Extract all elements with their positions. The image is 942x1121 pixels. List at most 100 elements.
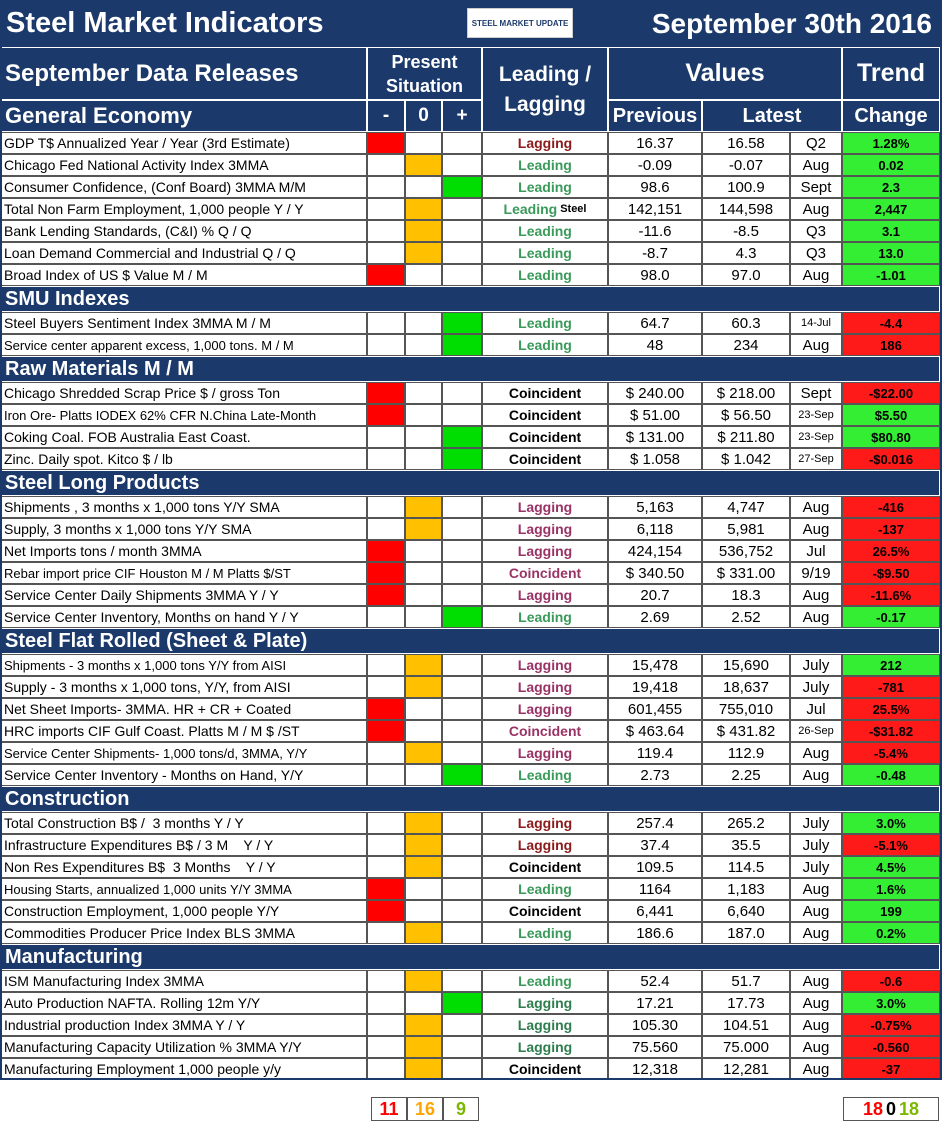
indicator: Coincident — [482, 382, 608, 404]
indicator: Leading — [482, 970, 608, 992]
row-label: Net Imports tons / month 3MMA — [0, 540, 367, 562]
trend-count: 18 — [862, 1098, 883, 1119]
situation-cell — [367, 404, 405, 426]
count-box: 16 — [407, 1097, 443, 1121]
indicator-text: Leading — [518, 267, 572, 283]
previous-value: 64.7 — [608, 312, 702, 334]
period: July — [790, 834, 842, 856]
situation-cell — [367, 154, 405, 176]
situation-cell — [442, 878, 482, 900]
previous-value: 5,163 — [608, 496, 702, 518]
situation-cell — [442, 426, 482, 448]
indicator: Lagging — [482, 496, 608, 518]
period: Aug — [790, 922, 842, 944]
indicator: Leading — [482, 312, 608, 334]
indicator: Lagging — [482, 1036, 608, 1058]
previous-value: 424,154 — [608, 540, 702, 562]
previous-value: 6,441 — [608, 900, 702, 922]
indicator-text: Lagging — [517, 837, 573, 853]
indicator-text: Leading — [518, 157, 572, 173]
latest-value: 104.51 — [702, 1014, 790, 1036]
previous-value: 142,151 — [608, 198, 702, 220]
situation-cell — [405, 220, 442, 242]
situation-cell — [367, 312, 405, 334]
situation-cell — [405, 198, 442, 220]
change-value: -5.1% — [842, 834, 940, 856]
latest-value: 1,183 — [702, 878, 790, 900]
situation-cell — [367, 198, 405, 220]
situation-cell — [405, 970, 442, 992]
situation-cell — [367, 676, 405, 698]
period: 23-Sep — [790, 426, 842, 448]
period: 14-Jul — [790, 312, 842, 334]
row-label: Shipments - 3 months x 1,000 tons Y/Y fr… — [0, 654, 367, 676]
indicator-text: Coincident — [508, 429, 582, 445]
latest-value: 144,598 — [702, 198, 790, 220]
latest-value: $ 218.00 — [702, 382, 790, 404]
period: Aug — [790, 1014, 842, 1036]
latest-value: 4.3 — [702, 242, 790, 264]
latest-value: 112.9 — [702, 742, 790, 764]
indicator-text: Leading — [518, 767, 572, 783]
indicator-text: Lagging — [517, 657, 573, 673]
situation-cell — [367, 426, 405, 448]
situation-cell — [442, 856, 482, 878]
indicator-text: Lagging — [517, 587, 573, 603]
change-value: 25.5% — [842, 698, 940, 720]
period: Aug — [790, 606, 842, 628]
situation-cell — [367, 496, 405, 518]
indicator-text: Lagging — [517, 521, 573, 537]
row-label: Consumer Confidence, (Conf Board) 3MMA M… — [0, 176, 367, 198]
indicator: Leading — [482, 764, 608, 786]
change-value: -$9.50 — [842, 562, 940, 584]
indicator-text: Leading — [518, 973, 572, 989]
row-label: Construction Employment, 1,000 people Y/… — [0, 900, 367, 922]
previous-value: 52.4 — [608, 970, 702, 992]
situation-cell — [367, 1014, 405, 1036]
latest-value: 16.58 — [702, 132, 790, 154]
row-label: Infrastructure Expenditures B$ / 3 M Y /… — [0, 834, 367, 856]
change-value: 3.1 — [842, 220, 940, 242]
situation-cell — [405, 1036, 442, 1058]
situation-cell — [367, 584, 405, 606]
situation-cell — [367, 334, 405, 356]
previous-value: 19,418 — [608, 676, 702, 698]
row-label: Service Center Inventory - Months on Han… — [0, 764, 367, 786]
situation-cell — [442, 584, 482, 606]
situation-cell — [405, 496, 442, 518]
period: 27-Sep — [790, 448, 842, 470]
change-value: 13.0 — [842, 242, 940, 264]
row-label: Supply, 3 months x 1,000 tons Y/Y SMA — [0, 518, 367, 540]
period: Q3 — [790, 220, 842, 242]
previous-value: $ 240.00 — [608, 382, 702, 404]
situation-cell — [367, 654, 405, 676]
change-value: -0.75% — [842, 1014, 940, 1036]
change-value: -1.01 — [842, 264, 940, 286]
situation-cell — [367, 242, 405, 264]
change-value: 2,447 — [842, 198, 940, 220]
situation-cell — [405, 922, 442, 944]
situation-cell — [405, 584, 442, 606]
latest-value: 51.7 — [702, 970, 790, 992]
period: Sept — [790, 176, 842, 198]
latest-value: 100.9 — [702, 176, 790, 198]
previous-value: 17.21 — [608, 992, 702, 1014]
previous-value: 109.5 — [608, 856, 702, 878]
count-box: 11 — [371, 1097, 407, 1121]
situation-cell — [405, 132, 442, 154]
situation-cell — [405, 448, 442, 470]
situation-cell — [442, 496, 482, 518]
situation-column: + — [442, 100, 482, 132]
section-title: General Economy — [0, 100, 367, 132]
indicator-text: Lagging — [517, 499, 573, 515]
situation-cell — [405, 176, 442, 198]
change-value: -416 — [842, 496, 940, 518]
latest-value: 265.2 — [702, 812, 790, 834]
latest-value: 6,640 — [702, 900, 790, 922]
change-value: -4.4 — [842, 312, 940, 334]
indicator: Lagging — [482, 834, 608, 856]
releases-header: September Data Releases — [0, 47, 367, 100]
row-label: Broad Index of US $ Value M / M — [0, 264, 367, 286]
situation-cell — [367, 220, 405, 242]
latest-value: 114.5 — [702, 856, 790, 878]
